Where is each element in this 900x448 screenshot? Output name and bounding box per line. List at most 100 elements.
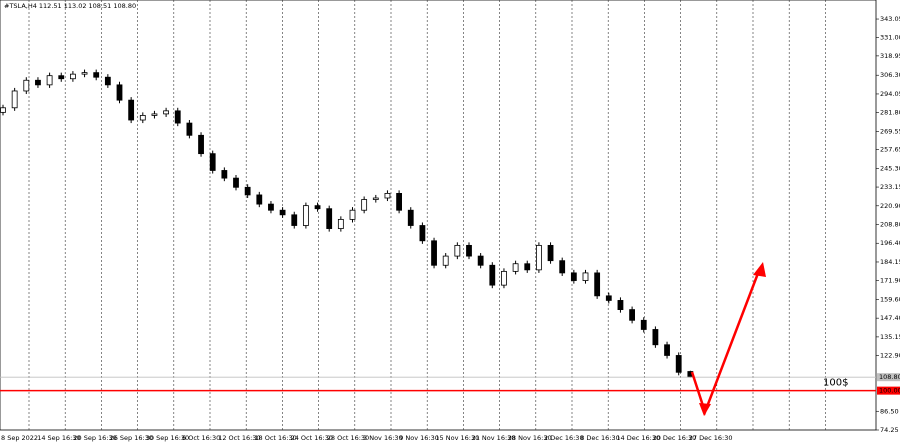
x-tick-label: 20 Dec 16:30 bbox=[653, 434, 697, 442]
candle-body bbox=[268, 203, 274, 211]
x-tick-label: 21 Nov 16:30 bbox=[472, 434, 516, 442]
candle-body bbox=[186, 122, 193, 136]
x-tick-label: 6 Oct 16:30 bbox=[182, 434, 220, 442]
x-tick-label: 14 Dec 16:30 bbox=[616, 434, 660, 442]
candle-body bbox=[407, 209, 414, 226]
candle-body bbox=[419, 225, 426, 242]
candle-body bbox=[664, 344, 670, 356]
candle-body bbox=[431, 240, 437, 266]
candle-body bbox=[512, 263, 519, 272]
y-tick-label: 306.30 bbox=[880, 71, 900, 79]
candle-body bbox=[0, 107, 6, 113]
candle-body bbox=[454, 244, 461, 257]
price-label-box bbox=[877, 386, 900, 395]
candle-body bbox=[582, 272, 589, 281]
candle-body bbox=[58, 75, 65, 80]
candle-body bbox=[466, 244, 472, 257]
y-tick-label: 196.40 bbox=[880, 239, 900, 247]
arrow-head bbox=[699, 403, 711, 416]
y-tick-label: 269.55 bbox=[880, 127, 900, 135]
candle-body bbox=[617, 300, 624, 310]
candle-body bbox=[244, 186, 251, 196]
candle-body bbox=[221, 170, 228, 179]
candle-body bbox=[93, 72, 100, 78]
candle-body bbox=[35, 79, 41, 86]
candle-body bbox=[174, 110, 181, 124]
candle-body bbox=[361, 199, 368, 211]
candle-body bbox=[279, 209, 286, 216]
y-tick-label: 208.80 bbox=[880, 220, 900, 228]
annotation: 100$ bbox=[823, 378, 848, 389]
y-tick-label: 245.30 bbox=[880, 164, 900, 172]
candle-body bbox=[524, 263, 531, 271]
x-tick-label: 18 Oct 16:30 bbox=[254, 434, 296, 442]
price-label: 108.80 bbox=[879, 373, 900, 381]
y-tick-label: 147.40 bbox=[880, 314, 900, 322]
y-tick-label: 257.65 bbox=[880, 146, 900, 154]
candle-body bbox=[81, 72, 88, 75]
x-tick-label: 12 Oct 16:30 bbox=[218, 434, 260, 442]
candle-body bbox=[337, 218, 344, 229]
candle-body bbox=[198, 134, 204, 155]
x-tick-label: 28 Nov 16:30 bbox=[508, 434, 552, 442]
candle-body bbox=[70, 73, 76, 80]
candle-body bbox=[104, 76, 111, 86]
x-tick-label: 26 Sep 16:30 bbox=[110, 434, 153, 442]
candle-body bbox=[570, 272, 577, 281]
y-tick-label: 184.15 bbox=[880, 258, 900, 266]
y-tick-label: 294.05 bbox=[880, 90, 900, 98]
x-tick-label: 3 Nov 16:30 bbox=[363, 434, 403, 442]
y-tick-label: 233.15 bbox=[880, 183, 900, 191]
candle-body bbox=[349, 209, 356, 220]
candle-body bbox=[559, 260, 566, 274]
candle-body bbox=[547, 244, 554, 262]
y-tick-label: 86.50 bbox=[880, 407, 899, 415]
x-tick-label: 27 Dec 16:30 bbox=[689, 434, 733, 442]
candle-body bbox=[536, 244, 542, 271]
price-label: 100.00 bbox=[879, 387, 900, 395]
price-label-box bbox=[877, 373, 900, 382]
candle-body bbox=[209, 153, 216, 171]
candle-body bbox=[384, 193, 391, 199]
x-tick-label: 14 Sep 16:30 bbox=[37, 434, 80, 442]
candle-body bbox=[139, 115, 146, 121]
x-tick-label: 9 Nov 16:30 bbox=[399, 434, 439, 442]
y-tick-label: 74.25 bbox=[880, 426, 899, 434]
candle-body bbox=[501, 270, 507, 286]
candle-body bbox=[326, 208, 333, 229]
candle-body bbox=[291, 214, 298, 226]
candle-body bbox=[675, 355, 682, 373]
y-tick-label: 122.90 bbox=[880, 352, 900, 360]
y-tick-label: 331.00 bbox=[880, 33, 900, 41]
x-tick-label: 15 Nov 16:30 bbox=[435, 434, 479, 442]
x-tick-label: 8 Dec 16:30 bbox=[580, 434, 620, 442]
candle-body bbox=[442, 255, 449, 266]
x-tick-label: 30 Sep 16:30 bbox=[146, 434, 189, 442]
candle-body bbox=[652, 329, 659, 346]
y-tick-label: 318.95 bbox=[880, 52, 900, 60]
x-tick-label: 8 Sep 2022 bbox=[1, 434, 38, 442]
candle-body bbox=[489, 264, 496, 286]
candle-body bbox=[640, 319, 647, 330]
x-tick-label: 20 Sep 16:30 bbox=[73, 434, 116, 442]
x-tick-label: 2 Dec 16:30 bbox=[544, 434, 584, 442]
candle-body bbox=[233, 177, 239, 188]
candle-body bbox=[116, 84, 123, 101]
candle-body bbox=[46, 75, 53, 86]
candle-body bbox=[23, 79, 30, 92]
candle-body bbox=[302, 205, 309, 226]
y-tick-label: 220.90 bbox=[880, 202, 900, 210]
y-tick-label: 281.80 bbox=[880, 109, 900, 117]
candle-body bbox=[314, 205, 321, 210]
candle-body bbox=[128, 99, 135, 121]
y-tick-label: 171.90 bbox=[880, 277, 900, 285]
candle-body bbox=[396, 193, 403, 211]
y-tick-label: 343.05 bbox=[880, 15, 900, 23]
candle-body bbox=[605, 295, 612, 301]
candle-body bbox=[372, 197, 379, 200]
candle-body bbox=[594, 272, 601, 297]
plot-frame bbox=[0, 0, 877, 431]
chart-title: #TSLA,H4 112.51 113.02 108.51 108.80 bbox=[4, 2, 136, 10]
